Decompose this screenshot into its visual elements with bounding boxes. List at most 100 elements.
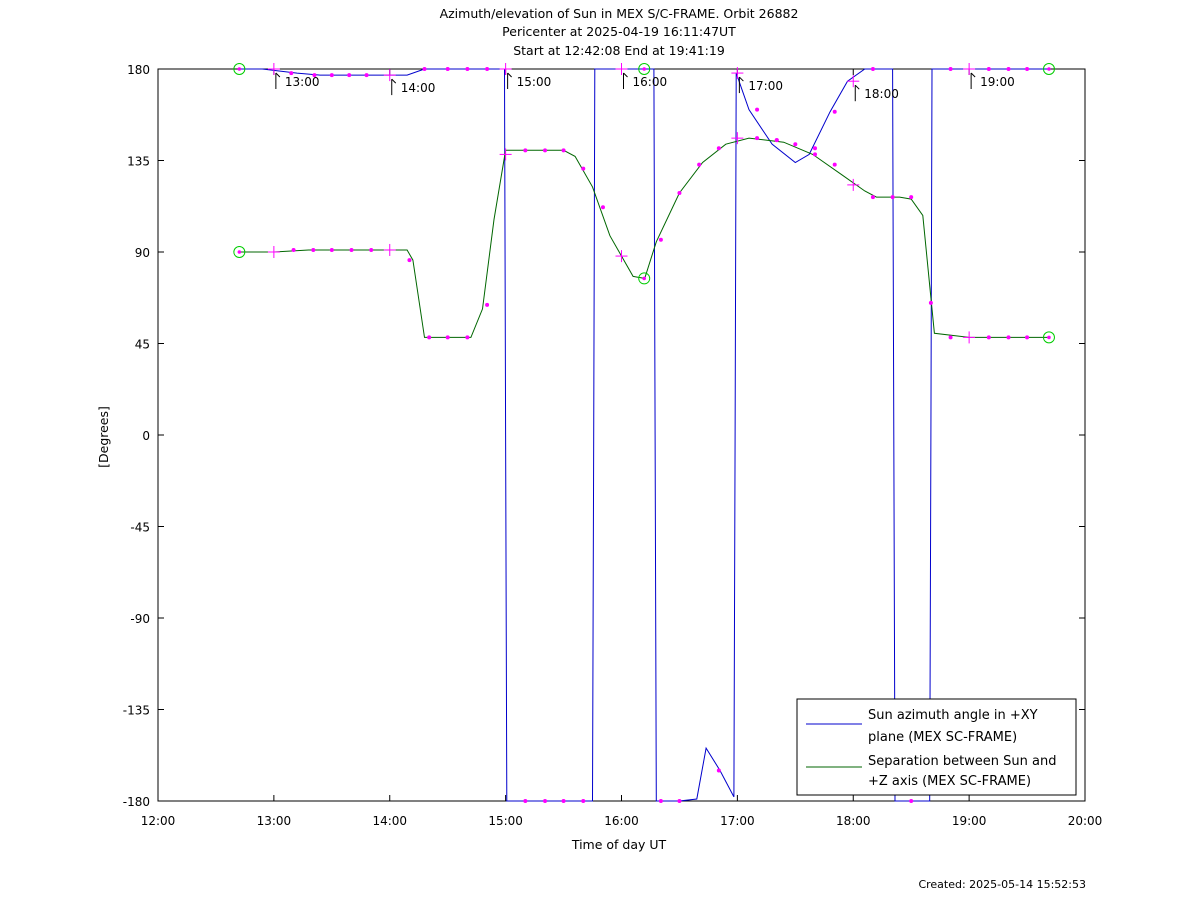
hour-marker-azimuth — [383, 69, 396, 82]
x-tick-label: 20:00 — [1068, 814, 1103, 828]
hour-label: 13:00 — [285, 75, 320, 89]
event-marker-pericenter-azimuth — [638, 63, 651, 75]
separation-sample-point — [909, 195, 914, 200]
separation-sample-point — [581, 166, 586, 171]
y-axis-label: [Degrees] — [96, 406, 111, 468]
azimuth-sample-point — [813, 152, 818, 157]
separation-sample-point — [485, 302, 490, 307]
hour-marker-separation — [383, 243, 396, 256]
legend-label-separation-1: Separation between Sun and — [868, 754, 1056, 769]
azimuth-sample-point — [347, 73, 352, 78]
event-marker-start-separation — [233, 246, 246, 258]
chart-title: Azimuth/elevation of Sun in MEX S/C-FRAM… — [440, 6, 799, 58]
hour-label: 18:00 — [864, 87, 899, 101]
y-tick-label: -90 — [130, 612, 150, 626]
hour-marker-separation — [499, 148, 512, 161]
azimuth-sample-point — [485, 67, 490, 71]
hour-marker-separation — [847, 178, 860, 191]
title-line-3: Start at 12:42:08 End at 19:41:19 — [513, 43, 725, 58]
azimuth-sample-point — [465, 67, 470, 71]
event-dot-end-separation — [1047, 335, 1051, 340]
event-marker-end-separation — [1042, 331, 1055, 344]
separation-sample-point — [349, 247, 354, 252]
separation-sample-point — [928, 300, 933, 305]
separation-sample-point — [291, 247, 296, 252]
separation-sample-point — [832, 162, 837, 167]
hour-annotation: 16:00 — [623, 72, 668, 89]
separation-sample-point — [658, 237, 663, 242]
separation-sample-point — [427, 335, 432, 340]
hour-annotation: 13:00 — [275, 72, 320, 89]
hour-label: 19:00 — [980, 75, 1015, 89]
legend-label-azimuth-2: plane (MEX SC-FRAME) — [868, 730, 1017, 745]
y-tick-label: 90 — [135, 246, 150, 260]
separation-sample-point — [774, 138, 779, 143]
marker-layer: 13:00 14:00 15:00 16:00 17:00 18:00 19:00 — [233, 63, 1055, 803]
event-dot-pericenter-separation — [642, 276, 647, 281]
azimuth-sample-point — [561, 799, 566, 803]
separation-sample-point — [369, 247, 374, 252]
hour-annotation: 19:00 — [970, 72, 1015, 89]
azimuth-line — [239, 68, 1049, 802]
hour-annotation: 17:00 — [738, 76, 783, 94]
azimuth-sample-point — [422, 67, 427, 71]
axis-ticks: 12:00 13:00 14:00 15:00 16:00 17:00 18:00 19:00… — [123, 63, 1103, 828]
hour-label: 15:00 — [517, 75, 552, 89]
series-layer — [239, 68, 1049, 802]
separation-sample-point — [1025, 335, 1030, 340]
hour-marker-separation — [615, 250, 628, 263]
azimuth-sample-point — [1006, 67, 1011, 71]
hour-marker-azimuth — [499, 63, 512, 75]
separation-line — [239, 137, 1049, 338]
hour-label: 14:00 — [401, 81, 436, 95]
azimuth-sample-point — [870, 67, 875, 71]
azimuth-sample-point — [364, 73, 369, 78]
annotation-hook — [391, 78, 397, 84]
separation-sample-point — [793, 142, 798, 147]
x-tick-label: 16:00 — [604, 814, 639, 828]
azimuth-sample-point — [909, 799, 914, 803]
x-tick-label: 14:00 — [372, 814, 407, 828]
azimuth-sample-point — [658, 799, 663, 803]
hour-marker-separation — [731, 132, 744, 145]
separation-sample-point — [677, 191, 682, 196]
event-dot-start-separation — [237, 250, 242, 254]
azimuth-sample-point — [755, 107, 760, 112]
x-tick-label: 17:00 — [720, 814, 755, 828]
separation-sample-point — [465, 335, 470, 340]
legend-label-azimuth-1: Sun azimuth angle in +XY — [868, 708, 1038, 723]
annotation-hook — [623, 72, 628, 78]
legend-label-separation-2: +Z axis (MEX SC-FRAME) — [868, 774, 1031, 789]
annotation-hook — [739, 76, 744, 82]
hour-label: 16:00 — [633, 75, 668, 89]
hour-label: 17:00 — [748, 79, 783, 93]
azimuth-sample-point — [329, 73, 334, 78]
separation-sample-point — [1006, 335, 1011, 340]
y-tick-label: 180 — [127, 63, 150, 77]
x-tick-label: 12:00 — [141, 814, 176, 828]
azimuth-sample-point — [832, 109, 837, 114]
y-tick-label: -45 — [130, 521, 150, 535]
legend: Sun azimuth angle in +XY plane (MEX SC-F… — [796, 698, 1077, 796]
hour-annotation: 14:00 — [391, 78, 436, 96]
separation-sample-point — [986, 335, 991, 340]
azimuth-sample-point — [1025, 67, 1030, 71]
event-marker-start-azimuth — [233, 63, 246, 75]
event-dot-end-azimuth — [1047, 67, 1051, 71]
azimuth-sample-point — [543, 799, 548, 803]
azimuth-sample-point — [677, 799, 682, 803]
separation-sample-point — [870, 195, 875, 200]
x-tick-label: 19:00 — [952, 814, 987, 828]
hour-marker-azimuth — [963, 63, 976, 75]
azimuth-sample-point — [312, 73, 317, 78]
hour-marker-separation — [267, 246, 280, 258]
created-timestamp: Created: 2025-05-14 15:52:53 — [918, 878, 1086, 891]
azimuth-sample-point — [445, 67, 450, 71]
title-line-1: Azimuth/elevation of Sun in MEX S/C-FRAM… — [440, 6, 799, 21]
annotation-hook — [970, 72, 976, 78]
y-tick-label: -180 — [123, 795, 150, 809]
event-dot-start-azimuth — [237, 67, 242, 71]
azimuth-sample-point — [986, 67, 991, 71]
hour-annotation: 15:00 — [507, 72, 552, 89]
